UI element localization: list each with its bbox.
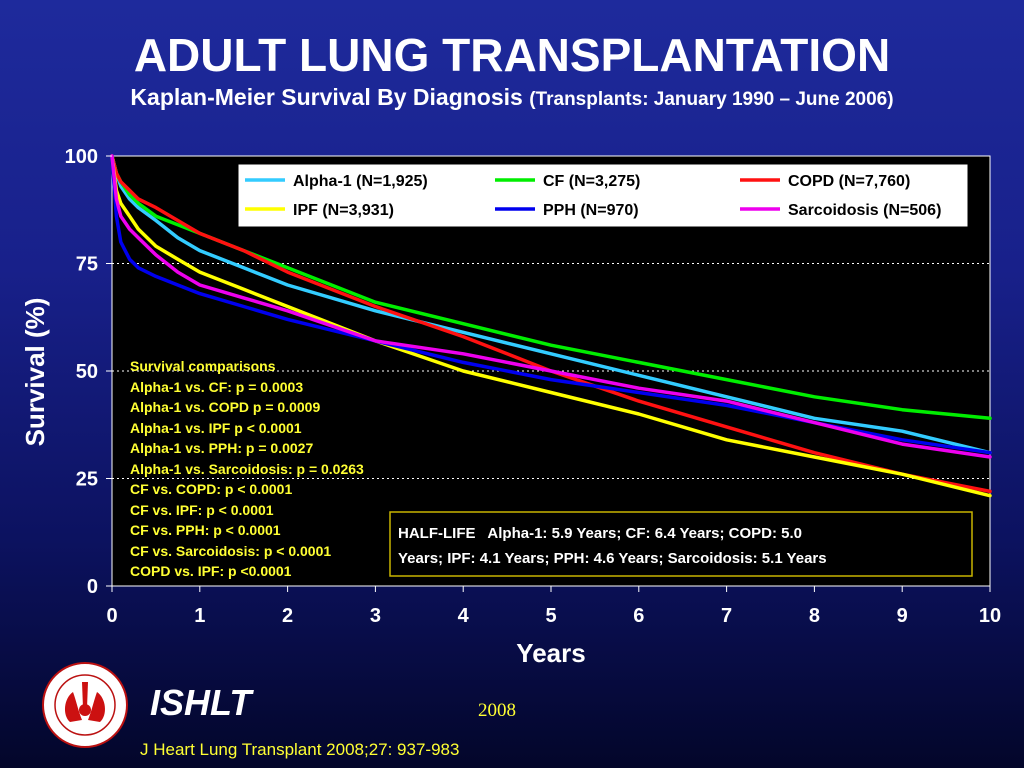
comparison-4: Alpha-1 vs. Sarcoidosis: p = 0.0263 xyxy=(130,461,364,477)
x-tick-label-5: 5 xyxy=(545,605,556,627)
comparison-2: Alpha-1 vs. IPF p < 0.0001 xyxy=(130,420,302,436)
x-tick-label-1: 1 xyxy=(194,605,205,627)
legend-label-5: Sarcoidosis (N=506) xyxy=(788,202,941,219)
halflife-line-2: Years; IPF: 4.1 Years; PPH: 4.6 Years; S… xyxy=(398,550,827,567)
comparison-0: Alpha-1 vs. CF: p = 0.0003 xyxy=(130,379,303,395)
legend-label-2: COPD (N=7,760) xyxy=(788,173,910,190)
y-tick-label-50: 50 xyxy=(76,361,98,383)
series-lines xyxy=(110,154,992,498)
legend-box xyxy=(237,163,969,228)
comparison-9: COPD vs. IPF: p <0.0001 xyxy=(130,563,292,579)
subtitle-date-range: (Transplants: January 1990 – June 2006) xyxy=(529,89,894,110)
legend: Alpha-1 (N=1,925) CF (N=3,275) COPD (N=7,7… xyxy=(237,163,969,228)
x-tick-label-9: 9 xyxy=(897,605,908,627)
series-line-1 xyxy=(110,154,992,421)
legend-items: Alpha-1 (N=1,925) CF (N=3,275) COPD (N=7,7… xyxy=(245,173,941,219)
series-line-0 xyxy=(110,154,992,455)
legend-label-0: Alpha-1 (N=1,925) xyxy=(293,173,428,190)
series-line-5 xyxy=(110,154,992,459)
x-axis-label: Years xyxy=(516,638,585,668)
report-year: 2008 xyxy=(478,700,516,721)
org-name: ISHLT xyxy=(150,682,252,723)
halflife-line-1: HALF-LIFE Alpha-1: 5.9 Years; CF: 6.4 Ye… xyxy=(398,525,802,542)
comparison-7: CF vs. PPH: p < 0.0001 xyxy=(130,522,281,538)
y-tick-label-25: 25 xyxy=(76,469,98,491)
comparison-3: Alpha-1 vs. PPH: p = 0.0027 xyxy=(130,440,313,456)
y-tick-label-100: 100 xyxy=(65,146,98,168)
x-tick-label-3: 3 xyxy=(370,605,381,627)
halflife-annotation: HALF-LIFE Alpha-1: 5.9 Years; CF: 6.4 Ye… xyxy=(389,511,973,577)
page-title: ADULT LUNG TRANSPLANTATION xyxy=(133,29,891,81)
series-line-3 xyxy=(110,154,992,498)
gridlines xyxy=(112,263,990,479)
comparison-8: CF vs. Sarcoidosis: p < 0.0001 xyxy=(130,543,331,559)
x-tick-label-4: 4 xyxy=(458,605,470,627)
comparisons-annotation: Survival comparisons Alpha-1 vs. CF: p =… xyxy=(130,358,364,579)
series-line-4 xyxy=(110,154,992,455)
y-tick-label-0: 0 xyxy=(87,576,98,598)
x-tick-label-7: 7 xyxy=(721,605,732,627)
y-tick-label-75: 75 xyxy=(76,254,98,276)
citation: J Heart Lung Transplant 2008;27: 937-983 xyxy=(140,740,460,759)
x-tick-label-0: 0 xyxy=(106,605,117,627)
page-subtitle: Kaplan-Meier Survival By Diagnosis (Tran… xyxy=(0,84,1024,111)
halflife-box xyxy=(389,511,973,577)
comparison-1: Alpha-1 vs. COPD p = 0.0009 xyxy=(130,399,320,415)
ishlt-logo-icon xyxy=(42,662,128,748)
legend-label-4: PPH (N=970) xyxy=(543,202,639,219)
subtitle-main: Kaplan-Meier Survival By Diagnosis xyxy=(130,84,523,110)
comparison-5: CF vs. COPD: p < 0.0001 xyxy=(130,481,292,497)
x-tick-label-10: 10 xyxy=(979,605,1001,627)
x-tick-label-6: 6 xyxy=(633,605,644,627)
legend-label-1: CF (N=3,275) xyxy=(543,173,640,190)
x-tick-label-2: 2 xyxy=(282,605,293,627)
series-line-2 xyxy=(110,154,992,494)
x-tick-label-8: 8 xyxy=(809,605,820,627)
axis-ticks xyxy=(106,155,991,592)
legend-label-3: IPF (N=3,931) xyxy=(293,202,394,219)
y-axis-label: Survival (%) xyxy=(20,298,50,447)
comparison-6: CF vs. IPF: p < 0.0001 xyxy=(130,502,274,518)
comparisons-title: Survival comparisons xyxy=(130,358,276,374)
